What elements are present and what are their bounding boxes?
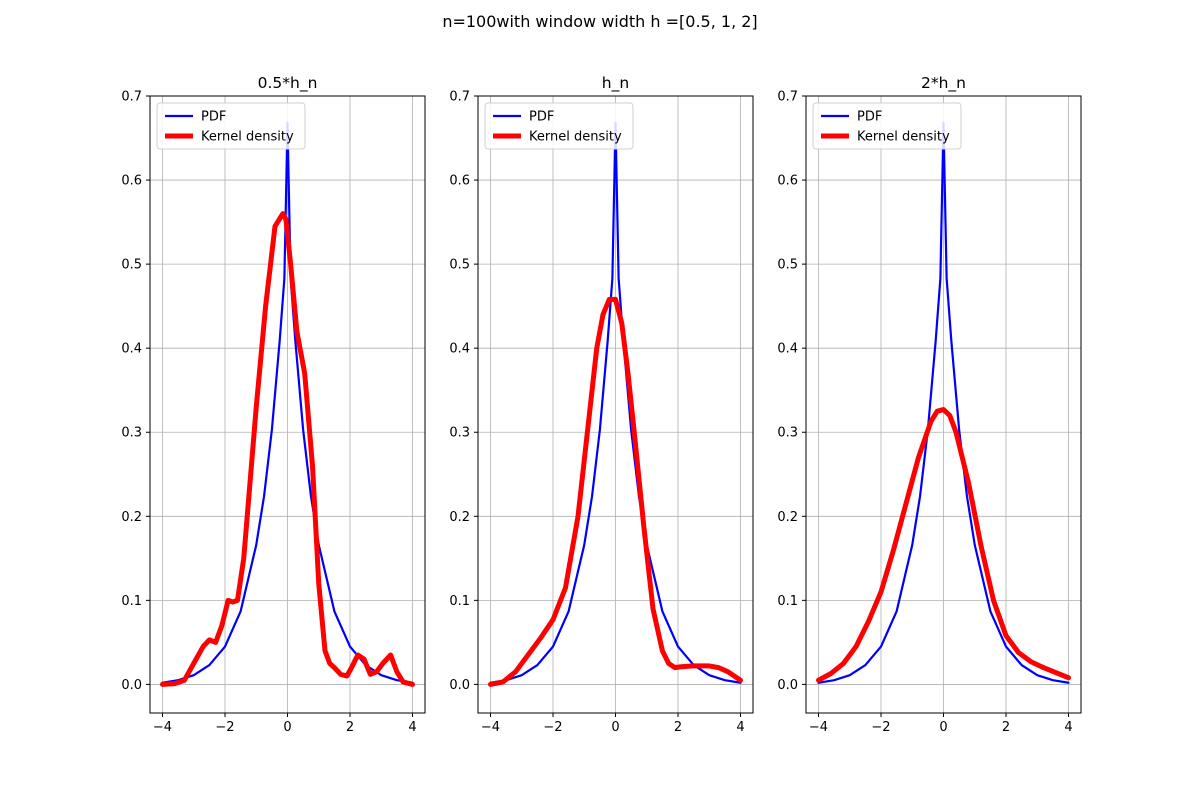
x-tick-label: −2 [871,720,890,735]
y-tick-label: 0.4 [449,342,470,357]
legend-label: PDF [529,110,554,125]
y-tick-label: 0.7 [449,90,470,105]
y-tick-label: 0.6 [777,174,798,189]
x-tick-label: 2 [1002,720,1010,735]
subplot-3: −4 −2 0 2 4 0.0 0.1 0.2 0.3 0.4 0.5 0.6 0.7 2*h_n PDF K… [777,74,1082,735]
x-tick-label: −4 [153,720,172,735]
legend-label: Kernel density [201,130,294,145]
y-tick-label: 0.0 [449,678,470,693]
x-tick-label: −2 [543,720,562,735]
x-tick-label: 0 [283,720,291,735]
y-tick-label: 0.2 [777,510,798,525]
y-tick-label: 0.6 [121,174,142,189]
x-tick-label: 0 [939,720,947,735]
legend: PDF Kernel density [812,102,962,150]
legend-label: PDF [857,110,882,125]
legend-label: Kernel density [529,130,622,145]
y-tick-label: 0.4 [777,342,798,357]
y-tick-label: 0.2 [449,510,470,525]
y-tick-label: 0.5 [121,258,142,273]
y-tick-label: 0.7 [121,90,142,105]
y-tick-label: 0.3 [449,426,470,441]
subplot-title: h_n [602,74,629,93]
legend-box [812,102,962,150]
legend-label: Kernel density [857,130,950,145]
y-tick-label: 0.1 [449,594,470,609]
y-tick-label: 0.6 [449,174,470,189]
subplot-2: −4 −2 0 2 4 0.0 0.1 0.2 0.3 0.4 0.5 0.6 0.7 h_n PDF Ker… [449,74,754,735]
legend-box [156,102,306,150]
x-tick-label: 4 [736,720,744,735]
y-tick-label: 0.5 [449,258,470,273]
figure-title: n=100with window width h =[0.5, 1, 2] [442,12,758,31]
legend-label: PDF [201,110,226,125]
y-tick-label: 0.3 [777,426,798,441]
y-tick-label: 0.1 [121,594,142,609]
x-tick-label: −4 [809,720,828,735]
x-tick-label: −4 [481,720,500,735]
x-tick-label: 4 [408,720,416,735]
x-tick-label: 2 [346,720,354,735]
kernel-density-line [816,407,1071,683]
y-tick-label: 0.2 [121,510,142,525]
legend: PDF Kernel density [484,102,634,150]
kernel-density-line [160,211,415,687]
kernel-density-line [488,296,743,687]
y-tick-label: 0.7 [777,90,798,105]
y-tick-label: 0.3 [121,426,142,441]
x-tick-label: −2 [215,720,234,735]
y-tick-label: 0.0 [121,678,142,693]
y-tick-label: 0.5 [777,258,798,273]
x-tick-label: 0 [611,720,619,735]
y-tick-label: 0.1 [777,594,798,609]
y-tick-label: 0.0 [777,678,798,693]
x-tick-label: 4 [1064,720,1072,735]
subplot-title: 2*h_n [921,74,966,93]
y-tick-label: 0.4 [121,342,142,357]
subplot-1: −4 −2 0 2 4 0.0 0.1 0.2 0.3 0.4 0.5 0.6 0.7 0.5*h_n PD… [121,74,426,735]
x-tick-label: 2 [674,720,682,735]
legend: PDF Kernel density [156,102,306,150]
legend-box [484,102,634,150]
subplot-title: 0.5*h_n [258,74,318,93]
